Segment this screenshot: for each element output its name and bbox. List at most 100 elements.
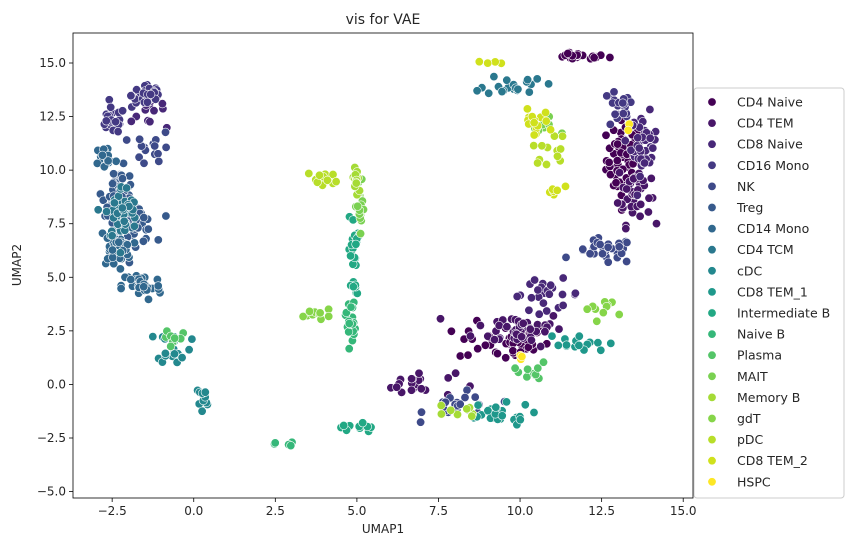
scatter-point [597,249,607,259]
scatter-point [111,156,121,166]
scatter-point [645,105,655,115]
scatter-point [508,346,518,356]
scatter-point [552,151,562,161]
legend-label: NK [737,179,755,194]
scatter-point [517,352,527,362]
legend-label: pDC [737,432,764,447]
scatter-point [533,363,543,373]
scatter-point [119,158,129,168]
scatter-point [524,87,534,97]
scatter-point [651,219,661,229]
scatter-point [538,298,548,308]
scatter-point [526,335,536,345]
scatter-point [305,306,315,316]
scatter-point [143,224,153,234]
scatter-point [578,244,588,254]
x-tick-label: 5.0 [347,504,366,518]
scatter-point [126,116,136,126]
scatter-point [115,264,125,274]
scatter-point [474,57,484,67]
scatter-point [491,402,501,412]
scatter-point [544,79,554,89]
scatter-point [161,142,171,152]
scatter-point [139,158,149,168]
scatter-point [541,116,551,126]
scatter-point [646,173,656,183]
scatter-point [473,344,483,354]
scatter-point [626,145,636,155]
scatter-point [520,400,530,410]
scatter-point [517,332,527,342]
series-cd8-tem-1 [469,331,616,430]
scatter-point [574,340,584,350]
legend-marker [707,245,717,255]
scatter-point [489,335,499,345]
scatter-point [139,213,149,223]
scatter-point [344,318,354,328]
scatter-point [636,199,646,209]
legend-label: CD4 TCM [737,242,794,257]
series-cd8-naive [126,81,661,319]
scatter-point [177,353,187,363]
scatter-point [146,89,156,99]
series-memory-b [348,163,478,421]
scatter-point [170,349,180,359]
scatter-point [518,318,528,328]
scatter-point [570,288,580,298]
scatter-point [614,309,624,319]
chart-title: vis for VAE [346,12,421,28]
scatter-point [645,133,655,143]
scatter-point [585,249,595,259]
series-cd4-tcm [93,72,554,258]
scatter-point [414,368,424,378]
y-tick-label: 5.0 [47,270,66,284]
scatter-point [623,125,633,135]
scatter-point [593,338,603,348]
scatter-point [111,117,121,127]
legend-box [693,87,845,499]
scatter-point [534,309,544,319]
legend-label: Treg [736,200,763,215]
scatter-point [109,169,119,179]
scatter-point [561,252,571,262]
scatter-point [548,311,558,321]
legend-label: Plasma [737,348,782,363]
scatter-point [574,331,584,341]
scatter-point [526,293,536,303]
scatter-point [344,344,354,354]
scatter-point [648,143,658,153]
scatter-point [483,58,493,68]
legend-marker [707,97,717,107]
series-plasma [161,326,548,383]
scatter-point [601,130,611,140]
scatter-point [524,305,534,315]
scatter-point [142,97,152,107]
scatter-point [129,221,139,231]
scatter-point [533,285,543,295]
scatter-point [455,399,465,409]
series-naive-b [269,297,360,451]
y-tick-label: 15.0 [39,56,66,70]
scatter-point [416,417,426,427]
scatter-point [644,193,654,203]
scatter-point [153,281,163,291]
scatter-point [322,175,332,185]
scatter-point [497,87,507,97]
legend-marker [707,287,717,297]
y-tick-label: −5.0 [37,485,66,499]
scatter-point [465,331,475,341]
scatter-point [640,158,650,168]
scatter-point [126,274,136,284]
legend-label: cDC [737,263,762,278]
scatter-point [513,84,523,94]
legend-marker [707,160,717,170]
legend-label: CD8 Naive [737,137,803,152]
scatter-point [480,340,490,350]
scatter-point [200,387,210,397]
legend-marker [707,118,717,128]
points-layer [92,48,661,451]
legend-marker [707,266,717,276]
scatter-point [108,253,118,263]
scatter-point [470,392,480,402]
series-cd16-mono [99,80,636,137]
